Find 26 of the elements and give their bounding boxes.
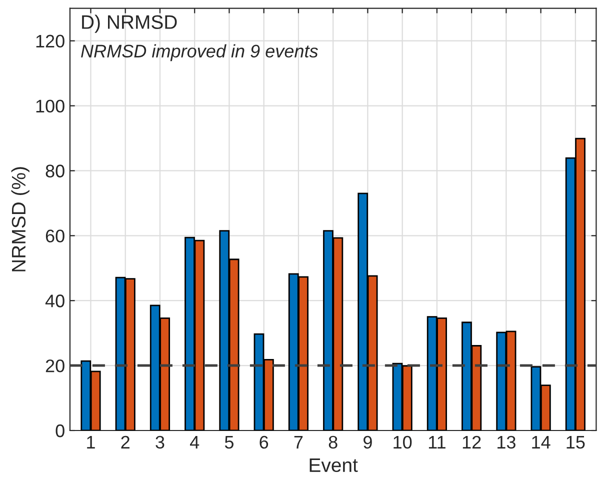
x-tick-label: 15 — [566, 436, 585, 449]
chart-title: D) NRMSD — [82, 14, 177, 33]
x-tick-label: 11 — [428, 436, 446, 448]
x-tick-label: 1 — [87, 436, 95, 448]
x-tick-label: 12 — [462, 436, 481, 448]
x-tick-label: 4 — [190, 436, 200, 448]
y-tick-label: 80 — [46, 164, 64, 178]
x-tick-label: 5 — [224, 436, 234, 449]
x-tick-label: 13 — [498, 436, 516, 449]
y-tick-label: 120 — [36, 34, 64, 48]
x-axis-title: Event — [310, 458, 358, 472]
x-tick-label: 2 — [121, 436, 130, 448]
y-tick-label: 0 — [56, 424, 64, 438]
x-tick-label: 10 — [394, 436, 412, 449]
y-tick-label: 20 — [46, 359, 64, 372]
text: NRMSD improved in 9 events — [81, 44, 318, 62]
y-tick-label: 100 — [36, 100, 64, 112]
x-tick-label: 6 — [260, 436, 268, 449]
x-tick-label: 14 — [532, 436, 550, 448]
y-tick-label: 40 — [45, 294, 64, 308]
x-tick-label: 3 — [156, 436, 164, 449]
x-tick-label: 7 — [294, 436, 303, 448]
y-tick-label: 60 — [46, 230, 64, 242]
x-tick-label: 8 — [328, 436, 338, 449]
y-axis-title: NRMSD (%) — [11, 167, 30, 272]
x-tick-label: 9 — [364, 436, 372, 449]
